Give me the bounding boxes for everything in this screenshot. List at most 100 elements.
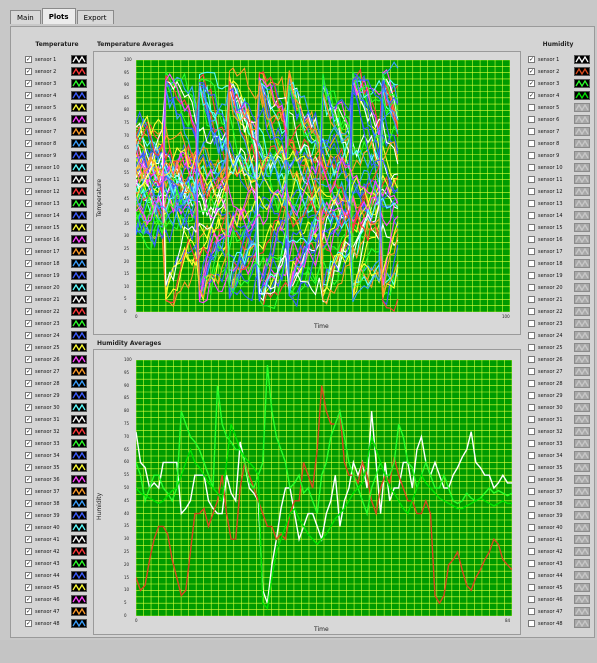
humidity-sensor-color-swatch[interactable] bbox=[574, 391, 590, 400]
temperature-sensor-color-swatch[interactable] bbox=[71, 151, 87, 160]
humidity-sensor-checkbox[interactable]: ✓ bbox=[528, 80, 535, 87]
temperature-sensor-checkbox[interactable]: ✓ bbox=[25, 476, 32, 483]
temperature-sensor-color-swatch[interactable] bbox=[71, 355, 87, 364]
humidity-sensor-color-swatch[interactable] bbox=[574, 151, 590, 160]
temperature-sensor-checkbox[interactable]: ✓ bbox=[25, 68, 32, 75]
temperature-sensor-checkbox[interactable]: ✓ bbox=[25, 212, 32, 219]
temperature-sensor-checkbox[interactable]: ✓ bbox=[25, 548, 32, 555]
temperature-sensor-checkbox[interactable]: ✓ bbox=[25, 596, 32, 603]
humidity-sensor-color-swatch[interactable] bbox=[574, 499, 590, 508]
temperature-sensor-color-swatch[interactable] bbox=[71, 583, 87, 592]
temperature-sensor-color-swatch[interactable] bbox=[71, 55, 87, 64]
temperature-sensor-checkbox[interactable]: ✓ bbox=[25, 104, 32, 111]
humidity-sensor-checkbox[interactable] bbox=[528, 284, 535, 291]
temperature-sensor-checkbox[interactable]: ✓ bbox=[25, 416, 32, 423]
temperature-sensor-color-swatch[interactable] bbox=[71, 379, 87, 388]
temperature-sensor-checkbox[interactable]: ✓ bbox=[25, 272, 32, 279]
humidity-sensor-checkbox[interactable] bbox=[528, 452, 535, 459]
temperature-sensor-color-swatch[interactable] bbox=[71, 523, 87, 532]
humidity-sensor-color-swatch[interactable] bbox=[574, 259, 590, 268]
temperature-sensor-color-swatch[interactable] bbox=[71, 535, 87, 544]
temperature-sensor-checkbox[interactable]: ✓ bbox=[25, 512, 32, 519]
temperature-sensor-checkbox[interactable]: ✓ bbox=[25, 236, 32, 243]
humidity-sensor-color-swatch[interactable] bbox=[574, 475, 590, 484]
temperature-sensor-color-swatch[interactable] bbox=[71, 439, 87, 448]
temperature-sensor-color-swatch[interactable] bbox=[71, 319, 87, 328]
temperature-sensor-checkbox[interactable]: ✓ bbox=[25, 392, 32, 399]
temperature-sensor-color-swatch[interactable] bbox=[71, 271, 87, 280]
humidity-sensor-checkbox[interactable] bbox=[528, 272, 535, 279]
temperature-sensor-color-swatch[interactable] bbox=[71, 427, 87, 436]
humidity-sensor-checkbox[interactable] bbox=[528, 392, 535, 399]
temperature-sensor-color-swatch[interactable] bbox=[71, 139, 87, 148]
humidity-sensor-checkbox[interactable] bbox=[528, 416, 535, 423]
humidity-sensor-color-swatch[interactable] bbox=[574, 427, 590, 436]
humidity-sensor-checkbox[interactable] bbox=[528, 524, 535, 531]
temperature-sensor-color-swatch[interactable] bbox=[71, 331, 87, 340]
humidity-sensor-checkbox[interactable] bbox=[528, 548, 535, 555]
temperature-sensor-color-swatch[interactable] bbox=[71, 559, 87, 568]
temperature-sensor-checkbox[interactable]: ✓ bbox=[25, 620, 32, 627]
humidity-sensor-color-swatch[interactable] bbox=[574, 619, 590, 628]
tab-main[interactable]: Main bbox=[10, 10, 41, 24]
temperature-sensor-color-swatch[interactable] bbox=[71, 127, 87, 136]
temperature-sensor-color-swatch[interactable] bbox=[71, 259, 87, 268]
humidity-sensor-checkbox[interactable] bbox=[528, 260, 535, 267]
temperature-sensor-checkbox[interactable]: ✓ bbox=[25, 296, 32, 303]
temperature-sensor-color-swatch[interactable] bbox=[71, 403, 87, 412]
humidity-sensor-color-swatch[interactable] bbox=[574, 583, 590, 592]
humidity-sensor-checkbox[interactable] bbox=[528, 512, 535, 519]
temperature-sensor-color-swatch[interactable] bbox=[71, 247, 87, 256]
humidity-sensor-checkbox[interactable] bbox=[528, 152, 535, 159]
temperature-sensor-checkbox[interactable]: ✓ bbox=[25, 116, 32, 123]
temperature-sensor-color-swatch[interactable] bbox=[71, 595, 87, 604]
temperature-sensor-checkbox[interactable]: ✓ bbox=[25, 80, 32, 87]
temperature-sensor-checkbox[interactable]: ✓ bbox=[25, 584, 32, 591]
humidity-sensor-color-swatch[interactable] bbox=[574, 355, 590, 364]
humidity-sensor-color-swatch[interactable] bbox=[574, 571, 590, 580]
humidity-sensor-color-swatch[interactable] bbox=[574, 559, 590, 568]
humidity-sensor-checkbox[interactable]: ✓ bbox=[528, 92, 535, 99]
temperature-sensor-color-swatch[interactable] bbox=[71, 511, 87, 520]
humidity-sensor-checkbox[interactable]: ✓ bbox=[528, 68, 535, 75]
temperature-sensor-checkbox[interactable]: ✓ bbox=[25, 308, 32, 315]
humidity-sensor-color-swatch[interactable] bbox=[574, 379, 590, 388]
temperature-sensor-checkbox[interactable]: ✓ bbox=[25, 440, 32, 447]
humidity-sensor-checkbox[interactable] bbox=[528, 596, 535, 603]
temperature-plot-area[interactable] bbox=[136, 60, 510, 312]
humidity-sensor-color-swatch[interactable] bbox=[574, 439, 590, 448]
temperature-sensor-color-swatch[interactable] bbox=[71, 79, 87, 88]
temperature-sensor-checkbox[interactable]: ✓ bbox=[25, 152, 32, 159]
humidity-sensor-checkbox[interactable] bbox=[528, 176, 535, 183]
humidity-sensor-color-swatch[interactable] bbox=[574, 55, 590, 64]
humidity-sensor-checkbox[interactable] bbox=[528, 224, 535, 231]
temperature-sensor-color-swatch[interactable] bbox=[71, 451, 87, 460]
humidity-sensor-color-swatch[interactable] bbox=[574, 595, 590, 604]
humidity-sensor-color-swatch[interactable] bbox=[574, 415, 590, 424]
temperature-sensor-checkbox[interactable]: ✓ bbox=[25, 260, 32, 267]
humidity-sensor-checkbox[interactable] bbox=[528, 380, 535, 387]
humidity-sensor-color-swatch[interactable] bbox=[574, 103, 590, 112]
humidity-sensor-checkbox[interactable] bbox=[528, 428, 535, 435]
humidity-sensor-checkbox[interactable] bbox=[528, 308, 535, 315]
temperature-sensor-checkbox[interactable]: ✓ bbox=[25, 344, 32, 351]
temperature-sensor-color-swatch[interactable] bbox=[71, 367, 87, 376]
temperature-sensor-checkbox[interactable]: ✓ bbox=[25, 488, 32, 495]
humidity-sensor-checkbox[interactable] bbox=[528, 128, 535, 135]
temperature-sensor-checkbox[interactable]: ✓ bbox=[25, 452, 32, 459]
humidity-sensor-color-swatch[interactable] bbox=[574, 127, 590, 136]
humidity-sensor-color-swatch[interactable] bbox=[574, 271, 590, 280]
humidity-sensor-color-swatch[interactable] bbox=[574, 451, 590, 460]
humidity-sensor-checkbox[interactable] bbox=[528, 608, 535, 615]
humidity-sensor-checkbox[interactable] bbox=[528, 332, 535, 339]
temperature-sensor-color-swatch[interactable] bbox=[71, 307, 87, 316]
temperature-sensor-checkbox[interactable]: ✓ bbox=[25, 380, 32, 387]
humidity-sensor-checkbox[interactable] bbox=[528, 536, 535, 543]
humidity-sensor-checkbox[interactable] bbox=[528, 464, 535, 471]
temperature-sensor-checkbox[interactable]: ✓ bbox=[25, 200, 32, 207]
humidity-sensor-color-swatch[interactable] bbox=[574, 175, 590, 184]
humidity-sensor-checkbox[interactable] bbox=[528, 368, 535, 375]
humidity-sensor-checkbox[interactable] bbox=[528, 320, 535, 327]
humidity-sensor-checkbox[interactable] bbox=[528, 200, 535, 207]
humidity-sensor-color-swatch[interactable] bbox=[574, 463, 590, 472]
